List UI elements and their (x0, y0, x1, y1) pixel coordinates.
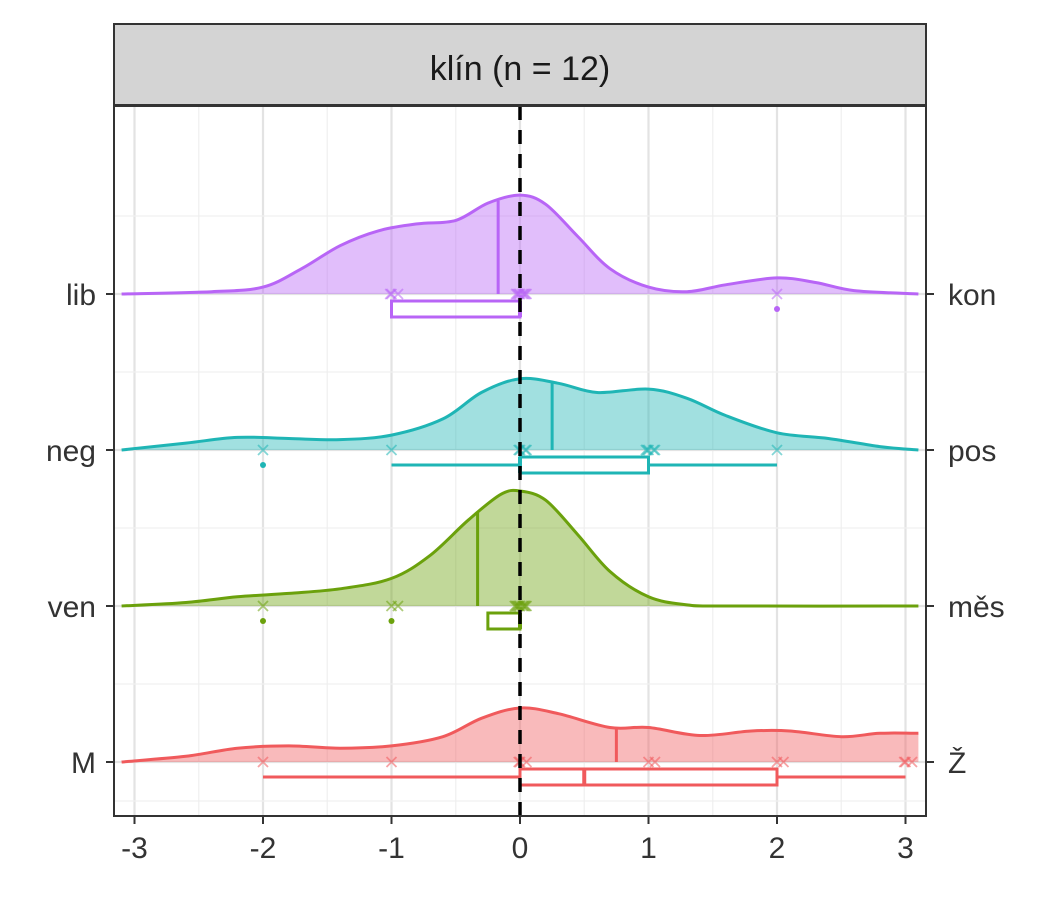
x-tick-label: -1 (378, 832, 405, 865)
box-outlier (388, 618, 395, 624)
y-left-label: neg (46, 435, 96, 468)
x-tick-label: 2 (769, 832, 786, 865)
y-left-label: lib (66, 279, 96, 312)
data-point (777, 756, 790, 768)
y-right-label: měs (948, 591, 1005, 624)
density-curve (121, 376, 919, 452)
box-outlier (774, 306, 780, 312)
data-point (392, 600, 404, 612)
y-right-label: kon (948, 279, 996, 312)
data-point (640, 444, 652, 456)
box-iqr (518, 767, 779, 787)
x-tick-label: -2 (250, 832, 277, 865)
y-left-label: ven (48, 591, 96, 624)
y-axis-left: lib neg ven M (46, 279, 114, 780)
box-outlier (260, 462, 266, 468)
ridge-row-neg (121, 376, 919, 475)
y-left-label: M (71, 747, 96, 780)
density-curve (121, 706, 919, 764)
data-point (384, 288, 396, 300)
data-point (771, 288, 783, 300)
y-right-label: Ž (948, 747, 966, 780)
box-outlier (260, 618, 266, 624)
box-iqr (486, 611, 522, 631)
density-curve (121, 488, 919, 608)
data-point (257, 756, 269, 768)
y-axis-right: kon pos měs Ž (926, 279, 1005, 780)
box-iqr (518, 455, 650, 475)
box-iqr (390, 299, 522, 319)
x-tick-label: 3 (897, 832, 914, 865)
x-axis: -3 -2 -1 0 1 2 3 (121, 816, 914, 865)
data-point (516, 288, 529, 300)
density-area (121, 195, 919, 294)
y-right-label: pos (948, 435, 996, 468)
facet-strip-background (113, 23, 927, 106)
x-tick-label: -3 (121, 832, 148, 865)
data-point (771, 444, 783, 456)
x-tick-label: 0 (512, 832, 529, 865)
data-point (898, 756, 910, 768)
data-point (649, 756, 661, 768)
facet-strip: klín (n = 12) (113, 23, 927, 106)
data-point (509, 600, 521, 612)
data-point (257, 600, 269, 612)
density-area (121, 378, 919, 450)
data-point (385, 444, 398, 456)
data-point (257, 444, 269, 456)
data-point (519, 444, 531, 456)
density-curve (121, 193, 919, 296)
data-point (385, 756, 398, 768)
panel-title: klín (n = 12) (430, 50, 610, 88)
x-tick-label: 1 (640, 832, 657, 865)
